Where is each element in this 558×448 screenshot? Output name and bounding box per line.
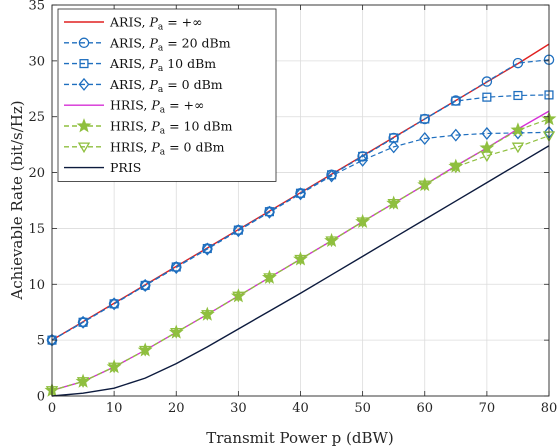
triangle-down-marker	[294, 254, 307, 266]
tick-labels: 0 10 20 30 40 50 60 70 80 0 5 10 15 20 25 30 35	[28, 0, 557, 416]
y-tick-label: 10	[28, 278, 45, 293]
triangle-down-marker	[449, 162, 462, 174]
diamond-marker	[388, 140, 400, 154]
legend-label: PRIS	[110, 160, 141, 175]
y-tick-label: 25	[28, 110, 45, 125]
legend: ARIS, Pa = +∞ ARIS, Pa = 20 dBm ARIS, Pa 1…	[57, 8, 277, 182]
triangle-down-marker	[418, 180, 431, 192]
legend-label: ARIS, Pa 10 dBm	[109, 56, 216, 74]
diamond-marker	[419, 131, 431, 146]
legend-label: HRIS, Pa = 10 dBm	[110, 119, 233, 137]
legend-item: HRIS, Pa = 10 dBm	[64, 118, 233, 137]
diamond-marker	[170, 260, 182, 275]
y-tick-label: 15	[28, 222, 45, 237]
x-axis-label: Transmit Power p (dBW)	[206, 429, 394, 447]
legend-label: HRIS, Pa = +∞	[110, 98, 204, 116]
legend-label: ARIS, Pa = +∞	[109, 15, 203, 33]
triangle-down-marker	[170, 327, 183, 339]
diamond-marker	[450, 128, 462, 142]
legend-label: ARIS, Pa = 20 dBm	[109, 35, 231, 53]
triangle-down-marker	[232, 291, 245, 303]
square-marker	[513, 90, 523, 101]
triangle-down-marker	[77, 142, 91, 154]
circle-marker	[512, 57, 524, 69]
legend-item: PRIS	[64, 160, 141, 175]
circle-marker	[481, 76, 493, 87]
diamond-marker	[295, 187, 306, 201]
x-tick-label: 30	[230, 401, 247, 416]
triangle-down-marker	[511, 142, 525, 154]
square-marker	[358, 151, 368, 161]
star-marker	[510, 122, 526, 137]
x-tick-label: 70	[479, 401, 496, 416]
diamond-marker	[77, 315, 89, 329]
x-tick-label: 60	[416, 401, 433, 416]
triangle-down-marker	[480, 151, 494, 163]
triangle-down-marker	[76, 377, 90, 388]
series-line	[51, 131, 550, 341]
series-line	[51, 145, 550, 397]
triangle-down-marker	[201, 310, 214, 321]
legend-item: ARIS, Pa 10 dBm	[64, 56, 216, 74]
series-layer	[44, 43, 557, 397]
y-tick-label: 0	[37, 390, 45, 405]
x-tick-label: 20	[168, 401, 185, 416]
diamond-marker	[263, 205, 275, 219]
y-tick-label: 30	[28, 54, 45, 69]
y-tick-label: 20	[28, 166, 45, 181]
square-marker	[482, 92, 492, 102]
diamond-marker	[201, 242, 213, 256]
x-tick-label: 0	[48, 401, 56, 416]
y-tick-label: 35	[28, 0, 45, 14]
legend-label: HRIS, Pa = 0 dBm	[110, 139, 225, 157]
diamond-marker	[232, 224, 244, 238]
legend-item: HRIS, Pa = +∞	[64, 98, 204, 116]
circle-marker	[357, 151, 368, 162]
x-tick-label: 10	[106, 401, 123, 416]
diamond-marker	[326, 169, 338, 183]
series-6	[45, 131, 556, 397]
square-marker	[79, 59, 89, 69]
star-marker	[76, 118, 92, 133]
circle-marker	[419, 113, 430, 125]
triangle-down-marker	[325, 236, 338, 248]
triangle-down-marker	[387, 198, 400, 210]
legend-box	[57, 8, 277, 182]
square-marker	[451, 96, 461, 106]
series-7	[51, 145, 550, 397]
circle-marker	[78, 37, 90, 49]
circle-marker	[388, 132, 399, 144]
y-axis-label: Achievable Rate (bit/s/Hz)	[8, 100, 26, 300]
x-tick-label: 40	[292, 401, 309, 416]
legend-item: ARIS, Pa = 20 dBm	[64, 35, 231, 53]
diamond-marker	[357, 153, 369, 167]
triangle-down-marker	[263, 273, 276, 284]
series-3	[46, 125, 555, 347]
diamond-marker	[78, 77, 90, 91]
triangle-down-marker	[107, 362, 121, 374]
legend-item: ARIS, Pa = +∞	[64, 15, 203, 33]
diamond-marker	[481, 126, 493, 141]
legend-item: ARIS, Pa = 0 dBm	[64, 77, 223, 95]
legend-item: HRIS, Pa = 0 dBm	[64, 139, 225, 157]
legend-label: ARIS, Pa = 0 dBm	[109, 77, 223, 95]
series-line	[51, 135, 550, 391]
square-marker	[420, 114, 430, 124]
diamond-marker	[139, 278, 151, 292]
x-tick-label: 80	[541, 401, 558, 416]
x-tick-label: 50	[354, 401, 371, 416]
star-marker	[479, 140, 495, 155]
y-tick-label: 5	[37, 334, 45, 349]
triangle-down-marker	[356, 217, 369, 229]
triangle-down-marker	[139, 345, 152, 357]
ticks	[51, 4, 550, 397]
diamond-marker	[108, 297, 120, 311]
